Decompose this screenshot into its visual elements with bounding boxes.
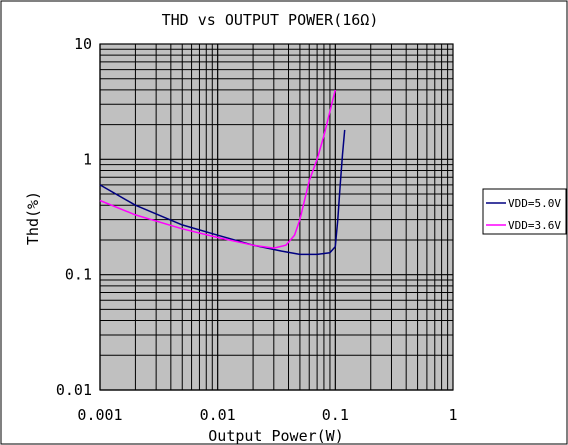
plot-frame bbox=[99, 43, 454, 391]
legend-box bbox=[482, 188, 567, 235]
y-tick-label: 1 bbox=[83, 150, 92, 168]
y-axis-ticks: 0.01 0.1 1 10 bbox=[56, 35, 92, 399]
chart-title: THD vs OUTPUT POWER(16Ω) bbox=[162, 11, 379, 29]
x-tick-label: 0.001 bbox=[77, 406, 122, 424]
y-tick-label: 10 bbox=[74, 35, 92, 53]
series-lines bbox=[99, 89, 346, 256]
x-tick-label: 1 bbox=[448, 406, 457, 424]
x-tick-label: 0.1 bbox=[322, 406, 349, 424]
series-line-1 bbox=[99, 129, 346, 256]
x-tick-label: 0.01 bbox=[200, 406, 236, 424]
y-axis-label: Thd(%) bbox=[24, 191, 42, 245]
legend-label-2: VDD=3.6V bbox=[508, 219, 561, 232]
x-axis-ticks: 0.001 0.01 0.1 1 bbox=[77, 406, 457, 424]
y-tick-label: 0.1 bbox=[65, 266, 92, 284]
x-axis-label: Output Power(W) bbox=[208, 427, 343, 445]
legend-label-1: VDD=5.0V bbox=[508, 197, 561, 210]
plot-area bbox=[100, 44, 453, 390]
y-tick-label: 0.01 bbox=[56, 381, 92, 399]
series-line-2 bbox=[99, 89, 337, 249]
legend: VDD=5.0V VDD=3.6V bbox=[482, 188, 567, 235]
